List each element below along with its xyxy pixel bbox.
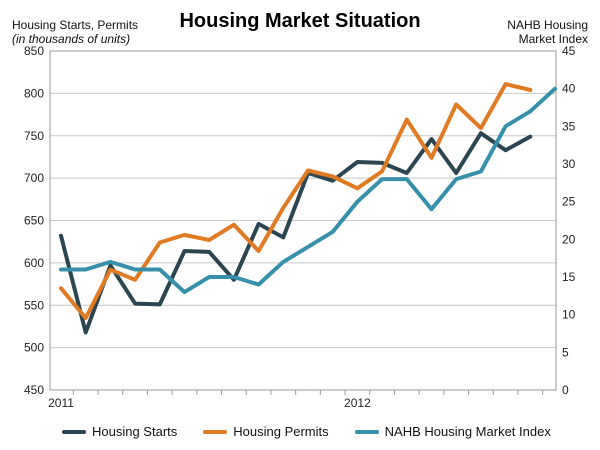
left-axis-label-line2: (in thousands of units) xyxy=(12,32,131,46)
right-tick-label: 5 xyxy=(562,345,569,359)
left-axis-label-line1: Housing Starts, Permits xyxy=(12,18,139,32)
series-line-index xyxy=(59,86,557,295)
left-tick-label: 850 xyxy=(24,44,44,58)
left-tick-label: 450 xyxy=(24,383,44,397)
right-tick-label: 45 xyxy=(562,44,576,58)
chart-title: Housing Market Situation xyxy=(179,10,421,32)
right-tick-label: 25 xyxy=(562,195,576,209)
left-tick-label: 700 xyxy=(24,171,44,185)
right-axis-label: NAHB Housing Market Index xyxy=(507,18,588,46)
right-axis-label-line2: Market Index xyxy=(518,32,588,46)
plot-border xyxy=(49,50,557,391)
legend-swatch-starts xyxy=(62,429,86,434)
right-tick-label: 0 xyxy=(562,383,569,397)
left-tick-label: 650 xyxy=(24,214,44,228)
right-tick-label: 30 xyxy=(562,157,576,171)
right-tick-label: 15 xyxy=(562,270,576,284)
series-line-starts xyxy=(59,131,533,335)
right-tick-label: 20 xyxy=(562,232,576,246)
legend: Housing Starts Housing Permits NAHB Hous… xyxy=(62,424,551,439)
right-axis-label-line1: NAHB Housing xyxy=(507,18,588,32)
left-tick-label: 500 xyxy=(24,341,44,355)
right-tick-label: 40 xyxy=(562,82,576,96)
legend-item-permits: Housing Permits xyxy=(203,424,329,439)
legend-label-permits: Housing Permits xyxy=(233,424,329,439)
legend-swatch-permits xyxy=(203,429,228,434)
left-axis-label: Housing Starts, Permits (in thousands of… xyxy=(12,18,138,46)
legend-label-index: NAHB Housing Market Index xyxy=(384,424,551,439)
left-tick-label: 800 xyxy=(24,86,44,100)
left-tick-label: 600 xyxy=(24,256,44,270)
x-tick-label: 2011 xyxy=(48,396,74,410)
series-line-permits xyxy=(59,82,533,320)
legend-item-starts: Housing Starts xyxy=(62,424,177,439)
right-tick-label: 10 xyxy=(562,308,576,322)
left-tick-label: 550 xyxy=(24,298,44,312)
legend-swatch-index xyxy=(354,429,379,434)
right-tick-label: 35 xyxy=(562,119,576,133)
x-tick-label: 2012 xyxy=(344,396,371,410)
legend-item-index: NAHB Housing Market Index xyxy=(354,424,551,439)
left-tick-label: 750 xyxy=(24,129,44,143)
legend-label-starts: Housing Starts xyxy=(92,424,178,439)
